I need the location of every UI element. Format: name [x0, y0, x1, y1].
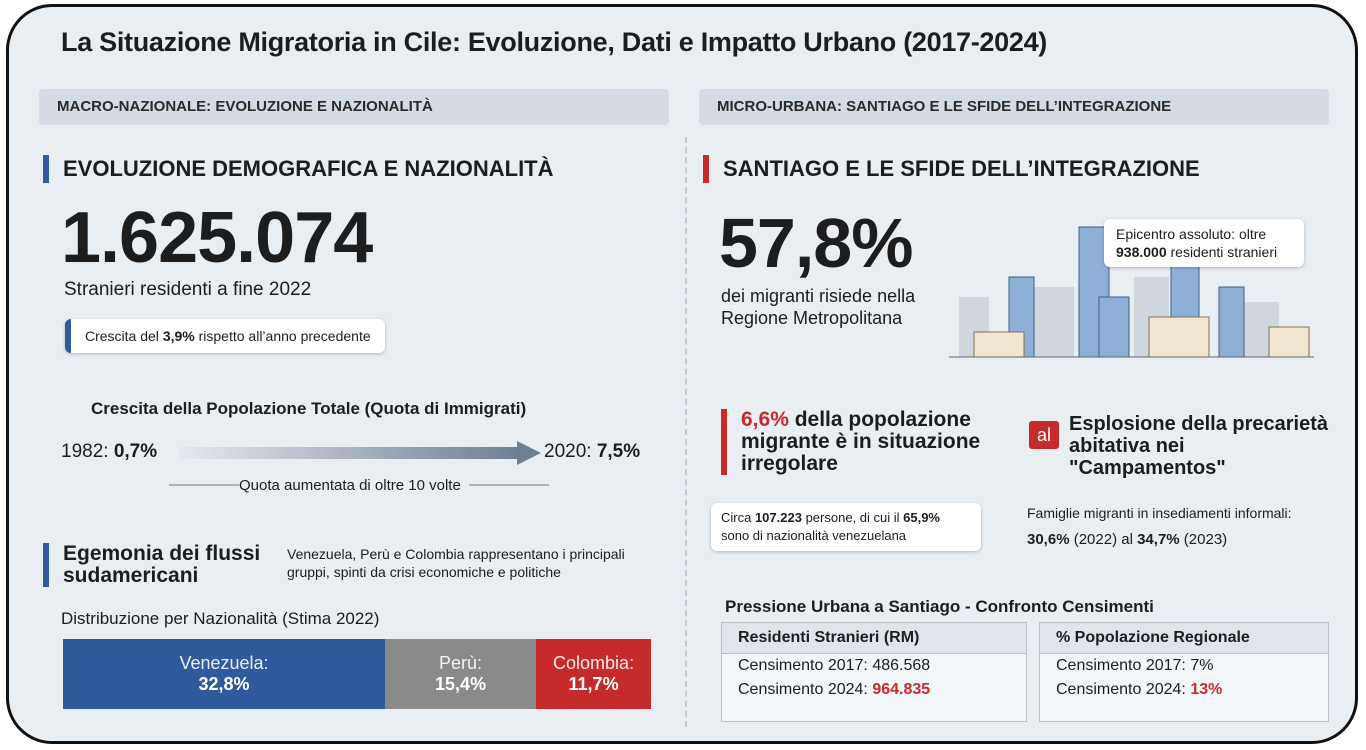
irregular-value: 6,6% [741, 408, 789, 431]
page-title: La Situazione Migratoria in Cile: Evoluz… [61, 27, 1047, 58]
table-row: Censimento 2017: 7% [1040, 654, 1328, 678]
callout: Epicentro assoluto: oltre 938.000 residen… [1104, 219, 1304, 267]
census-title: Pressione Urbana a Santiago - Confronto … [725, 597, 1154, 617]
infographic: La Situazione Migratoria in Cile: Evoluz… [6, 4, 1358, 744]
bar-segment: Colombia:11,7% [536, 639, 651, 709]
row-value: 13% [1190, 681, 1222, 698]
table-row: Censimento 2024: 13% [1040, 678, 1328, 702]
big-caption: Stranieri residenti a fine 2022 [64, 279, 311, 301]
text: Crescita del [85, 328, 163, 344]
census-tables: Residenti Stranieri (RM)Censimento 2017:… [721, 622, 1329, 722]
row-label: Censimento 2024: [738, 681, 872, 698]
value: 7,5% [597, 441, 640, 462]
bar-label: 11,7% [536, 674, 651, 695]
row-value: 7% [1190, 657, 1213, 674]
big-number: 1.625.074 [61, 197, 372, 279]
big-number: 57,8% [719, 203, 912, 283]
section-title: SANTIAGO E LE SFIDE DELL’INTEGRAZIONE [703, 155, 1200, 183]
bar-segment: Perù:15,4% [385, 639, 536, 709]
growth-note: Quota aumentata di oltre 10 volte [239, 477, 461, 494]
table-row: Censimento 2024: 964.835 [722, 678, 1026, 702]
text: Epicentro assoluto: oltre [1116, 226, 1266, 242]
growth-note: Crescita del 3,9% rispetto all’anno prec… [65, 319, 385, 353]
text: (2022) al [1070, 531, 1138, 548]
right-header: MICRO-URBANA: SANTIAGO E LE SFIDE DELL’I… [699, 89, 1329, 125]
irregular-note: Circa 107.223 persone, di cui il 65,9% s… [711, 503, 981, 551]
campamentos-title: Esplosione della precarietà abitativa ne… [1069, 413, 1339, 479]
text: (2023) [1180, 531, 1228, 548]
line: dei migranti risiede nella [721, 285, 915, 307]
value: 34,7% [1137, 531, 1180, 548]
text: rispetto all’anno precedente [195, 328, 371, 344]
bar-name: Colombia: [536, 653, 651, 674]
irregular-title: 6,6% della popolazione migrante è in sit… [721, 409, 1011, 475]
census-table: Residenti Stranieri (RM)Censimento 2017:… [721, 622, 1027, 722]
text: sono di nazionalità venezuelana [721, 528, 906, 543]
campamentos-description: Famiglie migranti in insediamenti inform… [1027, 505, 1292, 521]
growth-title: Crescita della Popolazione Totale (Quota… [91, 399, 526, 419]
start-point: 1982: 0,7% [61, 441, 157, 463]
text: Circa [721, 510, 755, 525]
bar-name: Venezuela: [63, 653, 385, 674]
line: Regione Metropolitana [721, 307, 915, 329]
divider [685, 137, 687, 727]
table-header: % Popolazione Regionale [1040, 623, 1328, 654]
growth-value: 3,9% [163, 328, 195, 344]
table-header: Residenti Stranieri (RM) [722, 623, 1026, 654]
left-header: MACRO-NAZIONALE: EVOLUZIONE E NAZIONALIT… [39, 89, 669, 125]
row-label: Censimento 2017: [1056, 657, 1190, 674]
bar-name: Perù: [385, 653, 536, 674]
text: residenti stranieri [1167, 244, 1278, 260]
bar-label: 32,8% [63, 674, 385, 695]
table-row: Censimento 2017: 486.568 [722, 654, 1026, 678]
nationality-bar: Venezuela:32,8%Perù:15,4%Colombia:11,7% [63, 639, 651, 709]
campamentos-icon: al [1029, 421, 1059, 449]
row-label: Censimento 2024: [1056, 681, 1190, 698]
text: persone, di cui il [802, 510, 903, 525]
value: 0,7% [114, 441, 157, 462]
value: 107.223 [755, 510, 802, 525]
value: 65,9% [903, 510, 940, 525]
end-point: 2020: 7,5% [544, 441, 640, 463]
value: 30,6% [1027, 531, 1070, 548]
campamentos-values: 30,6% (2022) al 34,7% (2023) [1027, 531, 1227, 548]
row-value: 964.835 [872, 681, 930, 698]
year: 1982: [61, 441, 114, 462]
flows-subtitle: Distribuzione per Nazionalità (Stima 202… [61, 609, 379, 629]
bar-segment: Venezuela:32,8% [63, 639, 385, 709]
bar-label: 15,4% [385, 674, 536, 695]
section-title: EVOLUZIONE DEMOGRAFICA E NAZIONALITÀ [43, 155, 554, 183]
row-label: Censimento 2017: [738, 657, 872, 674]
flows-description: Venezuela, Perù e Colombia rappresentano… [287, 545, 667, 581]
year: 2020: [544, 441, 597, 462]
flows-title: Egemonia dei flussi sudamericani [43, 543, 273, 587]
callout-value: 938.000 [1116, 244, 1167, 260]
row-value: 486.568 [872, 657, 930, 674]
